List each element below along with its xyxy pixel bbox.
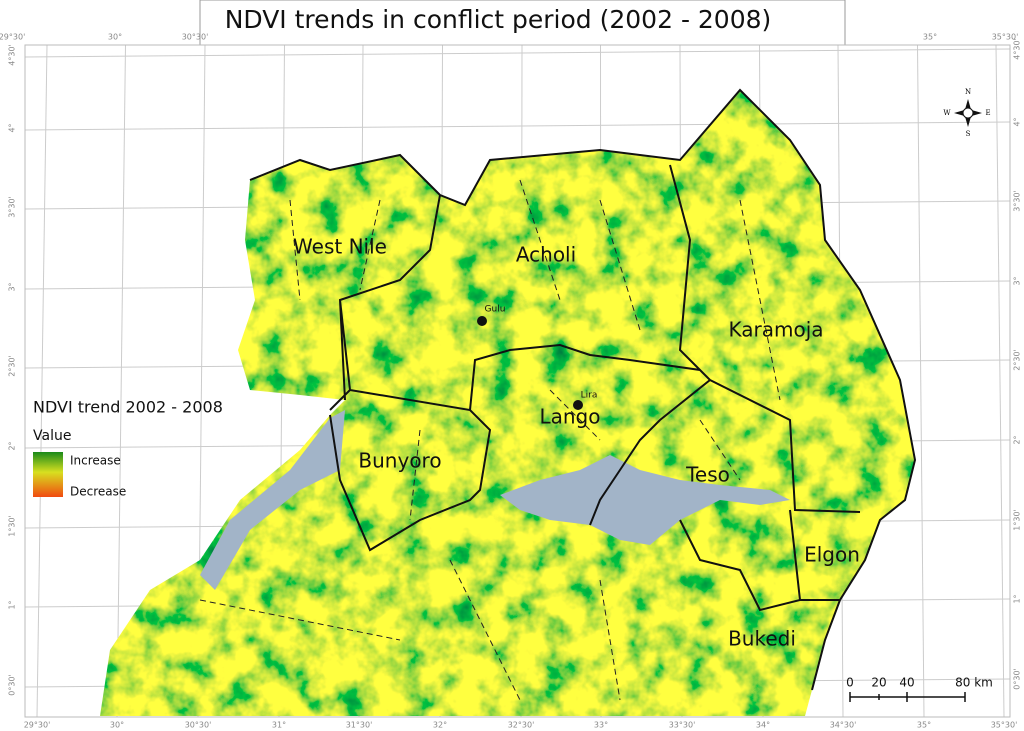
town-label: Lira — [581, 391, 598, 401]
graticule-label: 1° — [8, 600, 17, 609]
compass-letter: E — [985, 109, 990, 117]
graticule-label: 29°30' — [0, 33, 25, 42]
graticule-label: 31° — [272, 721, 286, 730]
compass — [954, 99, 982, 127]
lake-kyoga — [500, 455, 790, 545]
parallel — [24, 48, 1011, 58]
town-marker — [477, 316, 487, 326]
graticule-label: 30°30' — [185, 721, 212, 730]
legend-title: NDVI trend 2002 - 2008 — [33, 398, 223, 417]
map-title: NDVI trends in conflict period (2002 - 2… — [225, 5, 772, 34]
legend-item: Increase — [70, 454, 121, 468]
region-label: Lango — [539, 405, 600, 429]
graticule-label: 35° — [923, 33, 937, 42]
region-label: Teso — [685, 463, 730, 487]
scale-label: 40 — [899, 676, 914, 690]
graticule-label: 33° — [594, 721, 608, 730]
graticule-label: 30° — [110, 721, 124, 730]
graticule-label: 1° — [1013, 594, 1022, 603]
graticule-label: 35°30' — [992, 33, 1019, 42]
region-label: Karamoja — [728, 318, 823, 342]
graticule-label: 1°30' — [1013, 509, 1022, 530]
graticule-label: 4°30' — [1013, 38, 1022, 59]
graticule-label: 4° — [1013, 117, 1022, 126]
meridian — [917, 44, 925, 718]
graticule-label: 2° — [1013, 435, 1022, 444]
graticule-label: 3°30' — [8, 196, 17, 217]
graticule-label: 33°30' — [669, 721, 696, 730]
region-boundaries — [249, 88, 917, 691]
graticule-label: 32° — [433, 721, 447, 730]
map-frame — [24, 44, 1011, 718]
compass-letter: N — [965, 88, 971, 96]
region-label: Acholi — [516, 243, 576, 267]
meridian — [995, 44, 1005, 718]
region-label: West Nile — [293, 235, 387, 259]
scale-bar — [849, 692, 966, 702]
graticule-label: 3° — [8, 282, 17, 291]
town-label: Gulu — [485, 305, 506, 315]
region-label: Bunyoro — [358, 449, 441, 473]
graticule-label: 4° — [8, 123, 17, 132]
meridian — [116, 44, 126, 718]
legend-subtitle: Value — [33, 428, 71, 444]
lake-albert — [200, 410, 345, 590]
graticule-label: 0°30' — [8, 674, 17, 695]
graticule-label: 2°30' — [8, 355, 17, 376]
legend-item: Decrease — [70, 485, 126, 499]
graticule-label: 30°30' — [182, 33, 209, 42]
graticule-label: 29°30' — [24, 721, 51, 730]
graticule-label: 0°30' — [1013, 668, 1022, 689]
title-box — [199, 0, 846, 46]
compass-letter: W — [943, 109, 951, 117]
graticule-label: 32°30' — [508, 721, 535, 730]
meridian — [36, 44, 48, 718]
graticule-label: 34° — [756, 721, 770, 730]
town-marker — [573, 400, 583, 410]
graticule-label: 2° — [8, 441, 17, 450]
graticule-label: 2°30' — [1013, 349, 1022, 370]
region-label: Bukedi — [728, 627, 796, 651]
scale-label: 80 km — [955, 676, 993, 690]
uganda-ndvi — [100, 90, 915, 716]
scale-label: 0 — [846, 676, 854, 690]
parallel — [24, 121, 1011, 131]
graticule-label: 30° — [108, 33, 122, 42]
graticule-label: 35° — [917, 721, 931, 730]
graticule-label: 4°30' — [8, 44, 17, 65]
district-boundaries — [199, 179, 781, 701]
graticule-label: 34°30' — [830, 721, 857, 730]
region-label: Elgon — [804, 543, 860, 567]
graticule-label: 3°30' — [1013, 190, 1022, 211]
graticule-label: 1°30' — [8, 515, 17, 536]
scale-label: 20 — [871, 676, 886, 690]
graticule-label: 3° — [1013, 276, 1022, 285]
graticule-label: 35°30' — [991, 721, 1018, 730]
compass-letter: S — [966, 130, 971, 138]
graticule-label: 31°30' — [346, 721, 373, 730]
legend-swatch — [33, 452, 63, 497]
